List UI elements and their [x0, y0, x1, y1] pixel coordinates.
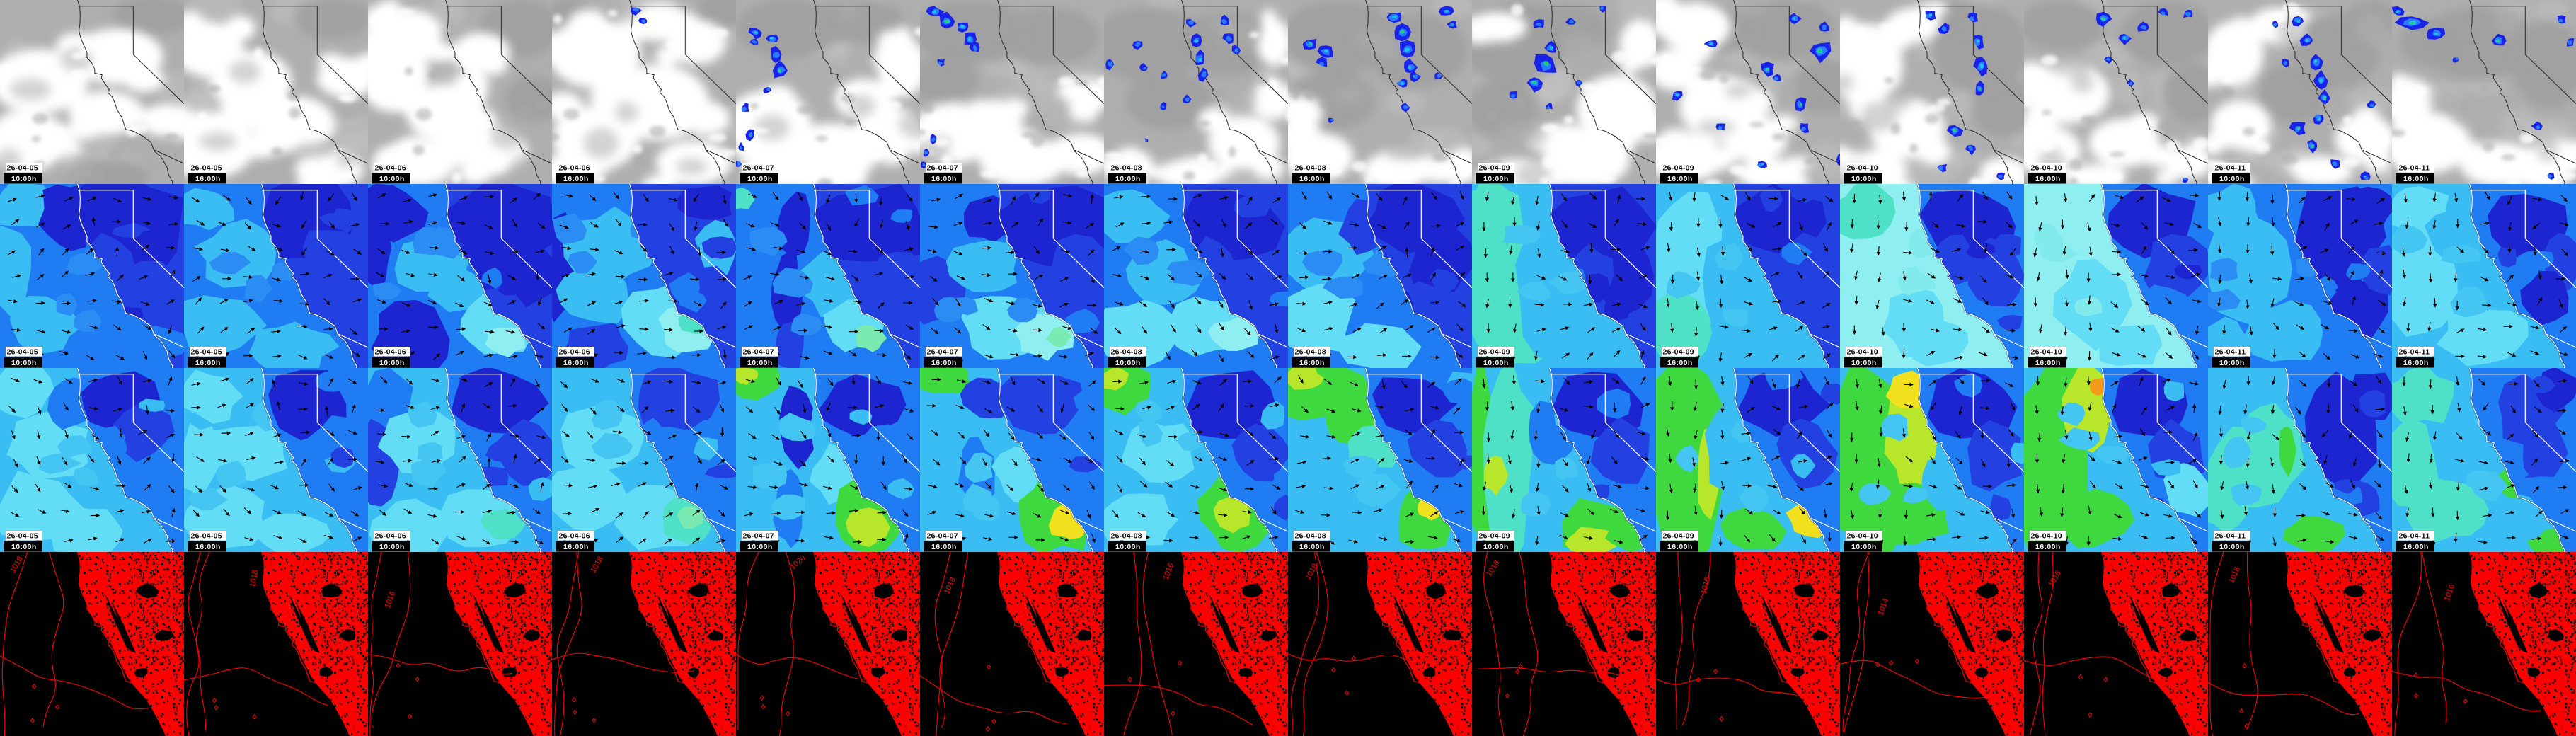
svg-text:10:00h: 10:00h: [1115, 359, 1141, 367]
svg-text:26-04-10: 26-04-10: [2031, 532, 2062, 541]
svg-text:26-04-05: 26-04-05: [7, 532, 38, 541]
svg-text:10:00h: 10:00h: [379, 543, 405, 551]
svg-text:26-04-06: 26-04-06: [559, 532, 590, 541]
svg-text:26-04-10: 26-04-10: [2031, 164, 2062, 173]
svg-text:10:00h: 10:00h: [747, 175, 773, 183]
svg-text:10:00h: 10:00h: [1851, 543, 1877, 551]
svg-text:26-04-09: 26-04-09: [1663, 348, 1694, 357]
svg-text:26-04-06: 26-04-06: [559, 164, 590, 173]
svg-text:26-04-11: 26-04-11: [2399, 532, 2430, 541]
svg-text:26-04-08: 26-04-08: [1111, 164, 1142, 173]
svg-text:26-04-11: 26-04-11: [2215, 348, 2246, 357]
svg-text:26-04-07: 26-04-07: [743, 532, 774, 541]
svg-text:10:00h: 10:00h: [747, 543, 773, 551]
svg-text:16:00h: 16:00h: [931, 543, 957, 551]
svg-text:16:00h: 16:00h: [563, 543, 589, 551]
svg-text:10:00h: 10:00h: [1115, 175, 1141, 183]
svg-text:16:00h: 16:00h: [1299, 175, 1325, 183]
svg-text:16:00h: 16:00h: [931, 175, 957, 183]
svg-text:16:00h: 16:00h: [2035, 543, 2061, 551]
svg-text:26-04-11: 26-04-11: [2399, 164, 2430, 173]
svg-text:16:00h: 16:00h: [1299, 543, 1325, 551]
svg-text:10:00h: 10:00h: [1115, 543, 1141, 551]
svg-text:10:00h: 10:00h: [747, 359, 773, 367]
svg-text:26-04-10: 26-04-10: [2031, 348, 2062, 357]
svg-text:26-04-06: 26-04-06: [375, 348, 406, 357]
svg-text:26-04-11: 26-04-11: [2399, 348, 2430, 357]
svg-text:16:00h: 16:00h: [2403, 175, 2429, 183]
svg-text:26-04-06: 26-04-06: [375, 164, 406, 173]
svg-text:26-04-09: 26-04-09: [1479, 348, 1510, 357]
svg-text:16:00h: 16:00h: [195, 543, 221, 551]
svg-text:26-04-07: 26-04-07: [927, 532, 958, 541]
svg-text:1018: 1018: [248, 569, 260, 587]
svg-text:26-04-05: 26-04-05: [7, 348, 38, 357]
svg-text:26-04-11: 26-04-11: [2215, 532, 2246, 541]
svg-text:26-04-06: 26-04-06: [559, 348, 590, 357]
svg-text:10:00h: 10:00h: [379, 359, 405, 367]
svg-text:16:00h: 16:00h: [2403, 359, 2429, 367]
svg-text:26-04-08: 26-04-08: [1295, 532, 1326, 541]
svg-text:16:00h: 16:00h: [563, 359, 589, 367]
svg-text:16:00h: 16:00h: [2035, 175, 2061, 183]
svg-text:16:00h: 16:00h: [931, 359, 957, 367]
svg-text:10:00h: 10:00h: [1851, 359, 1877, 367]
svg-text:10:00h: 10:00h: [11, 175, 37, 183]
svg-text:26-04-08: 26-04-08: [1111, 532, 1142, 541]
svg-text:26-04-06: 26-04-06: [375, 532, 406, 541]
svg-text:26-04-09: 26-04-09: [1479, 532, 1510, 541]
svg-text:26-04-11: 26-04-11: [2215, 164, 2246, 173]
svg-text:26-04-08: 26-04-08: [1111, 348, 1142, 357]
svg-text:10:00h: 10:00h: [1851, 175, 1877, 183]
svg-text:16:00h: 16:00h: [563, 175, 589, 183]
svg-text:26-04-07: 26-04-07: [927, 348, 958, 357]
svg-text:16:00h: 16:00h: [1299, 359, 1325, 367]
svg-text:26-04-07: 26-04-07: [927, 164, 958, 173]
svg-text:26-04-05: 26-04-05: [191, 164, 222, 173]
svg-text:16:00h: 16:00h: [1667, 175, 1693, 183]
svg-text:26-04-09: 26-04-09: [1479, 164, 1510, 173]
svg-text:16:00h: 16:00h: [1667, 543, 1693, 551]
svg-text:10:00h: 10:00h: [2219, 359, 2245, 367]
svg-text:16:00h: 16:00h: [195, 359, 221, 367]
svg-text:16:00h: 16:00h: [1667, 359, 1693, 367]
svg-text:26-04-07: 26-04-07: [743, 164, 774, 173]
svg-text:26-04-05: 26-04-05: [7, 164, 38, 173]
svg-text:10:00h: 10:00h: [2219, 543, 2245, 551]
svg-text:26-04-05: 26-04-05: [191, 532, 222, 541]
svg-text:26-04-10: 26-04-10: [1847, 532, 1878, 541]
svg-text:16:00h: 16:00h: [2403, 543, 2429, 551]
svg-text:26-04-09: 26-04-09: [1663, 532, 1694, 541]
svg-text:10:00h: 10:00h: [2219, 175, 2245, 183]
svg-text:26-04-05: 26-04-05: [191, 348, 222, 357]
svg-text:26-04-08: 26-04-08: [1295, 164, 1326, 173]
svg-text:10:00h: 10:00h: [379, 175, 405, 183]
svg-text:10:00h: 10:00h: [1483, 175, 1509, 183]
svg-text:26-04-09: 26-04-09: [1663, 164, 1694, 173]
svg-text:10:00h: 10:00h: [1483, 359, 1509, 367]
svg-text:10:00h: 10:00h: [11, 359, 37, 367]
svg-text:10:00h: 10:00h: [1483, 543, 1509, 551]
svg-text:10:00h: 10:00h: [11, 543, 37, 551]
svg-text:26-04-10: 26-04-10: [1847, 348, 1878, 357]
svg-text:16:00h: 16:00h: [2035, 359, 2061, 367]
svg-text:26-04-07: 26-04-07: [743, 348, 774, 357]
svg-text:16:00h: 16:00h: [195, 175, 221, 183]
svg-text:26-04-10: 26-04-10: [1847, 164, 1878, 173]
svg-text:26-04-08: 26-04-08: [1295, 348, 1326, 357]
